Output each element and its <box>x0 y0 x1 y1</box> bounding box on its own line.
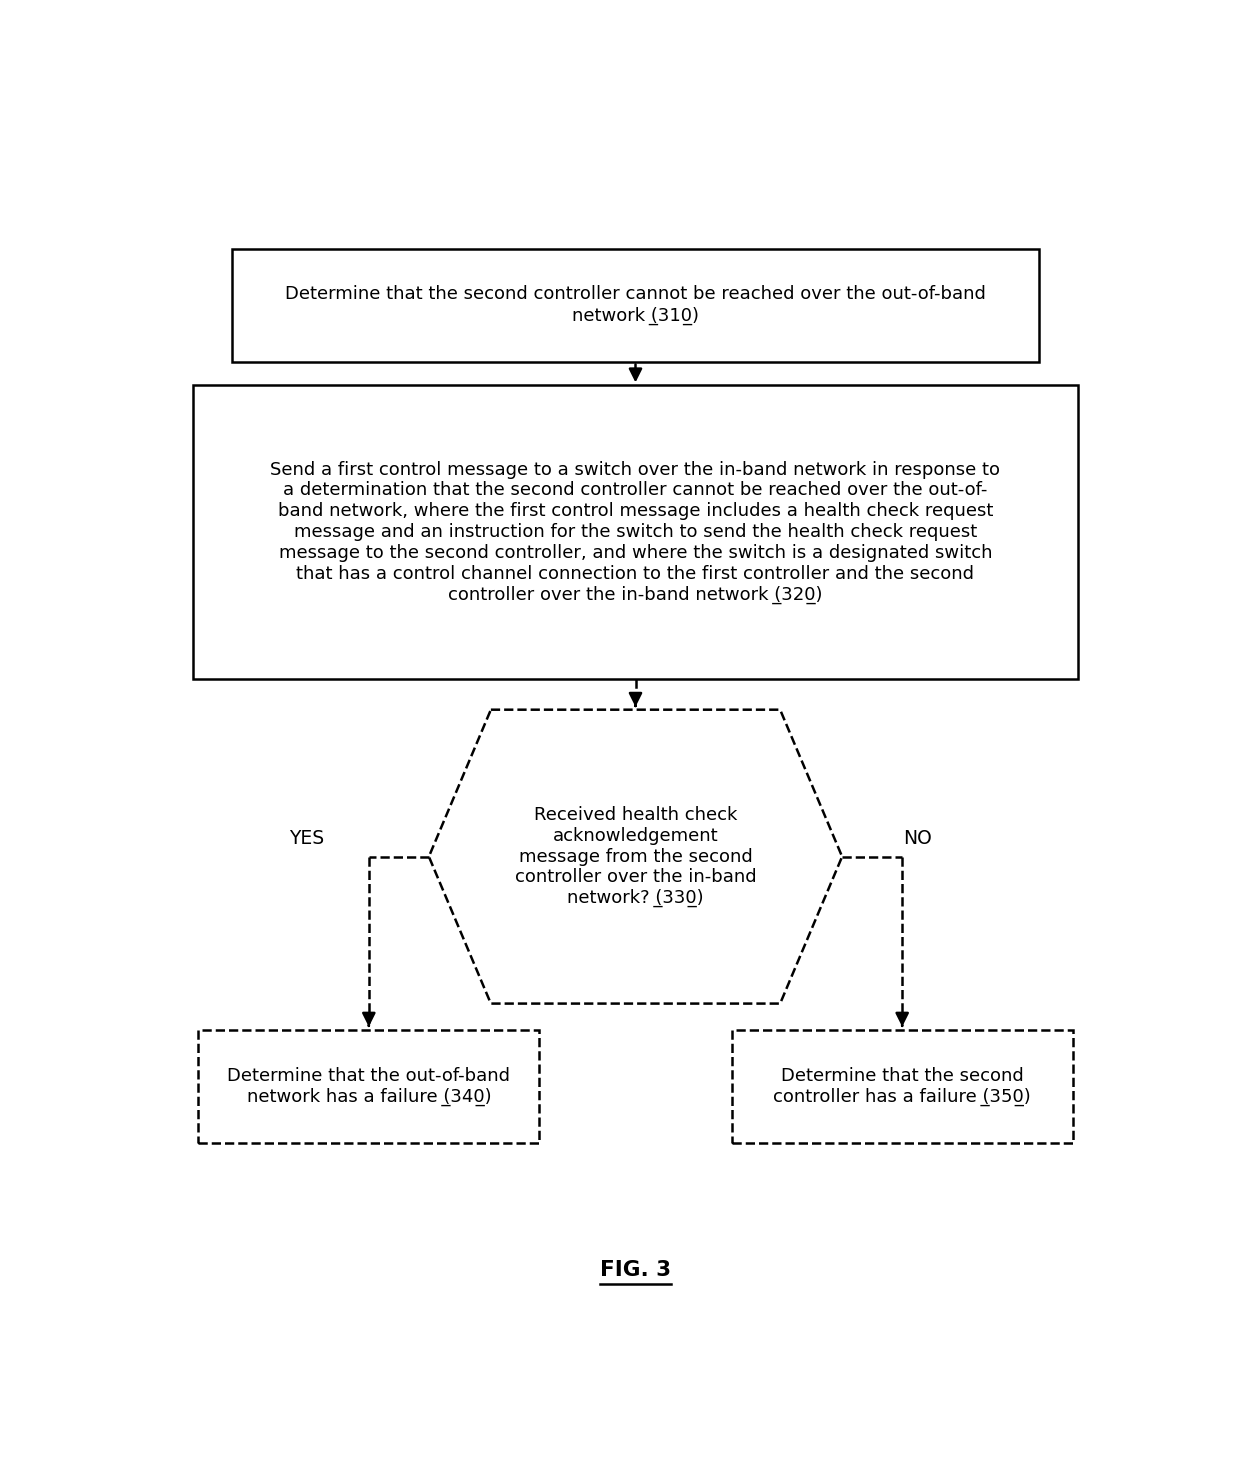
Bar <box>198 1029 539 1142</box>
Text: NO: NO <box>903 829 931 849</box>
Text: Received health check
acknowledgement
message from the second
controller over th: Received health check acknowledgement me… <box>515 806 756 907</box>
Text: Determine that the second controller cannot be reached over the out-of-band
netw: Determine that the second controller can… <box>285 285 986 324</box>
Bar <box>193 385 1078 680</box>
Text: Determine that the out-of-band
network has a failure (̲340̲): Determine that the out-of-band network h… <box>227 1067 511 1105</box>
Bar <box>732 1029 1073 1142</box>
Text: YES: YES <box>289 829 325 849</box>
Text: Send a first control message to a switch over the in-band network in response to: Send a first control message to a switch… <box>270 461 1001 603</box>
Text: Determine that the second
controller has a failure (̲350̲): Determine that the second controller has… <box>774 1067 1030 1105</box>
Polygon shape <box>429 709 842 1004</box>
Text: FIG. 3: FIG. 3 <box>600 1261 671 1280</box>
Bar <box>232 248 1039 361</box>
